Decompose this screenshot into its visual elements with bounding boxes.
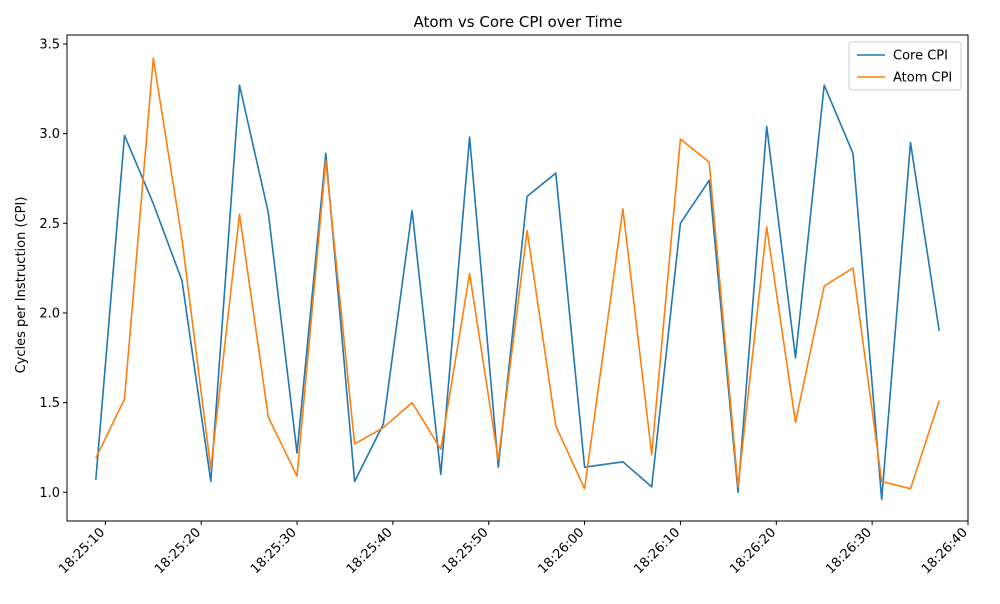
chart-title: Atom vs Core CPI over Time xyxy=(413,13,622,31)
axes-frame xyxy=(66,34,969,522)
y-tick-label: 3.5 xyxy=(39,37,60,52)
y-axis-title: Cycles per Instruction (CPI) xyxy=(14,197,29,374)
y-tick-label: 1.5 xyxy=(39,396,60,411)
legend-box xyxy=(848,41,962,91)
series-line-core-cpi xyxy=(95,84,940,501)
series-line-atom-cpi xyxy=(95,57,940,490)
y-tick-label: 2.5 xyxy=(39,217,60,232)
y-tick-label: 3.0 xyxy=(39,127,60,142)
y-tick-label: 2.0 xyxy=(39,306,60,321)
legend: Core CPI Atom CPI xyxy=(848,41,962,91)
legend-label: Core CPI xyxy=(893,49,948,64)
legend-label: Atom CPI xyxy=(893,71,952,86)
y-tick-label: 1.0 xyxy=(39,486,60,501)
